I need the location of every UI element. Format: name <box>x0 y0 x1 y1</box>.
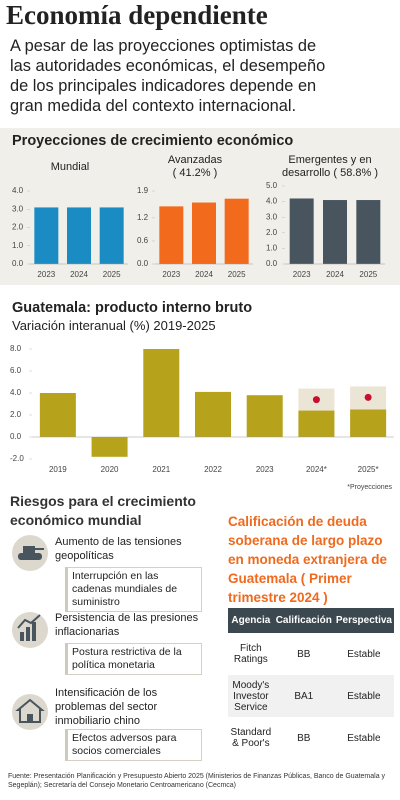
cell: BB <box>297 732 311 744</box>
y-tick-label: 1.0 <box>12 241 24 250</box>
y-tick-label: 2.0 <box>12 223 24 232</box>
risks-title: Riesgos para el crecimiento económico mu… <box>10 493 196 528</box>
intro: A pesar de las proyecciones optimistas d… <box>10 37 326 115</box>
bar <box>350 409 387 437</box>
y-tick-label: 2.0 <box>10 410 22 419</box>
header-cell: Perspectiva <box>333 608 394 633</box>
header-cell: Calificación <box>273 608 334 633</box>
cell: Standard & Poor's <box>230 727 272 749</box>
bar <box>246 395 283 437</box>
icon <box>12 535 48 730</box>
y-tick-label: 0.0 <box>266 259 278 268</box>
bar <box>91 437 128 457</box>
y-tick-label: 2.0 <box>266 228 278 237</box>
x-tick-label: 2023 <box>37 270 55 279</box>
y-tick-label: 0.0 <box>12 259 24 268</box>
x-tick-label: 2023 <box>256 465 274 474</box>
row: Moody's Investor Service BA1 Estable <box>228 675 394 717</box>
y-tick-label: 0.0 <box>10 432 22 441</box>
y-tick-label: 8.0 <box>10 344 22 353</box>
bar <box>143 349 180 437</box>
chart-title: Guatemala: producto interno bruto <box>12 300 253 316</box>
x-tick-label: 2025 <box>103 270 121 279</box>
panel-title: Avanzadas( 41.2% ) <box>135 154 255 180</box>
x-tick-label: 2025 <box>359 270 377 279</box>
projections-title: Proyecciones de crecimiento económico <box>12 133 294 149</box>
bar <box>356 200 381 264</box>
y-tick-label: 4.0 <box>10 388 22 397</box>
bar <box>289 198 314 264</box>
risk-heading: Aumento de las tensiones geopolíticas <box>55 536 182 562</box>
x-tick-label: 2024 <box>326 270 344 279</box>
bar <box>34 207 59 264</box>
y-tick-label: 5.0 <box>266 181 278 190</box>
y-tick-label: -2.0 <box>10 454 24 463</box>
x-tick-label: 2023 <box>293 270 311 279</box>
row: Standard & Poor's BB Estable <box>228 717 394 759</box>
projection-point <box>312 396 320 404</box>
projection-point <box>364 393 372 401</box>
y-tick-label: 1.2 <box>137 213 149 222</box>
chart-title: Avanzadas <box>167 154 223 166</box>
y-tick-label: 1.9 <box>137 186 149 195</box>
x-tick-label: 2023 <box>162 270 180 279</box>
cell: Estable <box>333 675 394 717</box>
risk-detail: Postura restrictiva de la política monet… <box>65 643 202 675</box>
risk-heading: Persistencia de las presiones inflaciona… <box>55 612 199 638</box>
rating-table: Agencia Calificación Perspectiva Fitch R… <box>228 608 394 759</box>
y-tick-label: 4.0 <box>12 186 24 195</box>
row: Fitch Ratings BB Estable <box>228 633 394 675</box>
headline: Economía dependiente <box>6 0 268 30</box>
chart-note: *Proyecciones <box>347 484 392 491</box>
y-tick-label: 6.0 <box>10 366 22 375</box>
chart-title: Emergentes y en desarrollo <box>281 154 372 179</box>
cell: Estable <box>347 648 381 660</box>
header-row: Agencia Calificación Perspectiva <box>228 608 394 633</box>
risk-detail: Efectos adversos para socios comerciales <box>65 729 202 761</box>
bar <box>39 393 76 437</box>
header-cell: Agencia <box>228 608 274 633</box>
rating-title: Calificación de deuda soberana de largo … <box>228 514 388 605</box>
y-tick-label: 0.0 <box>137 259 149 268</box>
x-tick-label: 2024* <box>306 465 327 474</box>
bar <box>224 198 249 264</box>
cell: Moody's Investor Service <box>228 675 274 717</box>
cell: BB <box>297 648 311 660</box>
y-tick-label: 0.6 <box>137 236 149 245</box>
y-tick-label: 4.0 <box>266 197 278 206</box>
x-tick-label: 2022 <box>204 465 222 474</box>
x-tick-label: 2025* <box>358 465 379 474</box>
x-tick-label: 2024 <box>70 270 88 279</box>
y-tick-label: 1.0 <box>266 244 278 253</box>
x-tick-label: 2020 <box>101 465 119 474</box>
chart-subtitle: ( 58.8% ) <box>333 167 378 179</box>
chart-subtitle: ( 41.2% ) <box>172 167 218 179</box>
x-tick-label: 2021 <box>152 465 170 474</box>
panel-title: Mundial <box>10 161 130 174</box>
cell: Estable <box>347 732 381 744</box>
cell: BA1 <box>273 675 334 717</box>
bar <box>159 206 184 264</box>
y-tick-label: 3.0 <box>266 212 278 221</box>
risk-heading: Intensificación de los problemas del sec… <box>55 687 158 727</box>
x-tick-label: 2019 <box>49 465 67 474</box>
bar <box>67 207 91 264</box>
x-tick-label: 2024 <box>195 270 213 279</box>
x-tick-label: 2025 <box>228 270 246 279</box>
bar <box>323 200 347 264</box>
risk-detail: Interrupción en las cadenas mundiales de… <box>65 567 202 612</box>
bar <box>298 410 335 437</box>
cell: Fitch Ratings <box>233 643 268 665</box>
y-tick-label: 3.0 <box>12 204 24 213</box>
bar <box>192 202 216 264</box>
chart-title: Mundial <box>50 161 90 173</box>
bar <box>195 391 231 437</box>
bar <box>99 207 124 264</box>
chart-subtitle: Variación interanual (%) 2019-2025 <box>12 318 216 333</box>
panel-title: Emergentes y en desarrollo ( 58.8% ) <box>270 154 390 180</box>
source: Fuente: Presentación Planificación y Pre… <box>8 773 386 789</box>
